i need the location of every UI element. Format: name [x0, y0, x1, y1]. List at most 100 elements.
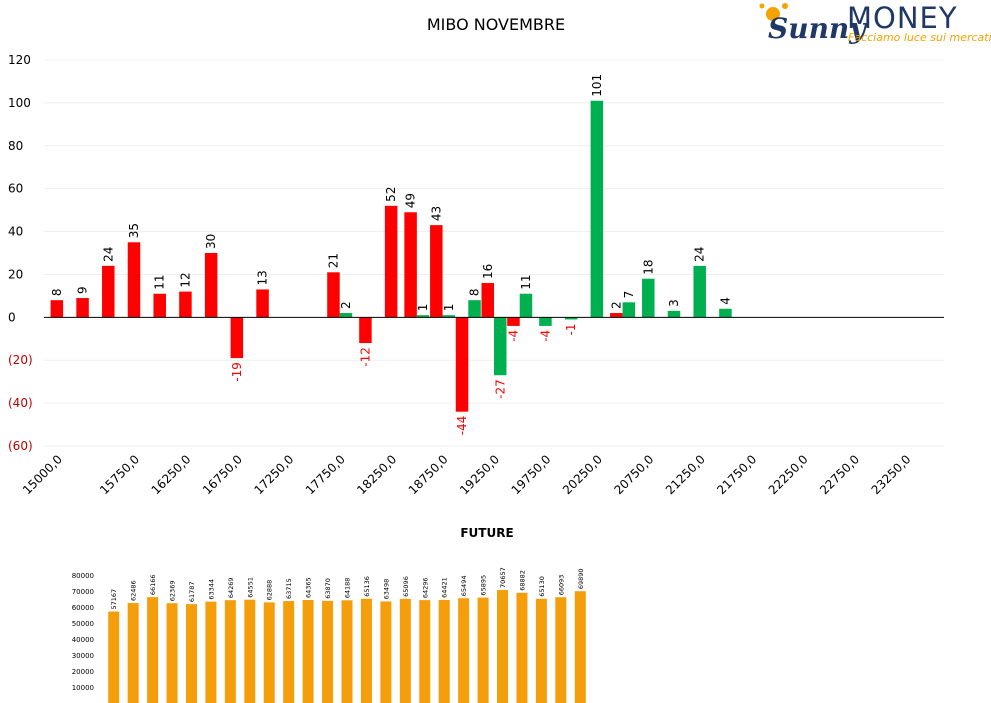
- data-label: 11: [519, 274, 533, 289]
- bar-19500,0-s1: [519, 293, 533, 318]
- logo-sunny-text: Sunny: [768, 12, 867, 45]
- future-bar: [302, 600, 314, 703]
- future-y-tick-label: 20000: [72, 668, 94, 676]
- data-label: 49: [404, 193, 418, 208]
- y-tick-label: 20: [8, 267, 23, 281]
- data-label: 16: [481, 264, 495, 279]
- future-bar: [108, 611, 120, 703]
- future-data-label: 66166: [149, 574, 157, 595]
- future-y-tick-label: 70000: [72, 588, 94, 596]
- future-bar: [205, 601, 217, 703]
- future-data-label: 64365: [305, 577, 313, 598]
- bar-19250,0-s1: [494, 317, 507, 376]
- bar-18750,0-s0: [430, 225, 443, 318]
- future-data-label: 63344: [207, 579, 215, 600]
- future-bar: [458, 598, 470, 703]
- bar-18750,0-s1: [442, 315, 456, 318]
- x-tick-label: 18250,0: [354, 452, 399, 497]
- sun-icon: [759, 3, 788, 21]
- sunny-money-logo: Sunny MONEY Facciamo luce sui mercati: [759, 1, 991, 45]
- future-bar: [127, 603, 139, 703]
- bar-19000,0-s1: [468, 300, 481, 318]
- future-data-label: 65494: [460, 576, 468, 597]
- x-tick-label: 19750,0: [509, 452, 554, 497]
- future-data-label: 64551: [246, 577, 254, 598]
- data-label: 43: [429, 206, 443, 221]
- bar-21500,0-s1: [719, 308, 732, 318]
- bar-17750,0-s0: [327, 272, 340, 318]
- bar-18500,0-s0: [404, 212, 417, 318]
- data-label: 12: [178, 272, 192, 287]
- main-chart-title: MIBO NOVEMBRE: [427, 15, 565, 34]
- x-tick-label: 17750,0: [303, 452, 348, 497]
- x-tick-label: 21250,0: [663, 452, 708, 497]
- future-bar: [438, 599, 450, 703]
- data-label: -27: [493, 379, 507, 399]
- future-y-tick-label: 40000: [72, 636, 94, 644]
- bar-15250,0-s0: [76, 298, 89, 318]
- x-tick-label: 17250,0: [251, 452, 296, 497]
- data-label: 7: [622, 291, 636, 299]
- data-label: 2: [339, 301, 353, 309]
- bar-19500,0-s0: [507, 317, 520, 326]
- data-label: 101: [590, 74, 604, 97]
- data-label: 4: [718, 297, 732, 305]
- y-tick-label: 100: [8, 96, 31, 110]
- data-label: 2: [609, 301, 623, 309]
- future-bar: [341, 600, 353, 703]
- bar-18250,0-s0: [384, 205, 398, 318]
- future-chart-bars: [108, 589, 586, 703]
- y-tick-label: 120: [8, 53, 31, 67]
- bar-15750,0-s0: [127, 242, 141, 318]
- future-data-label: 66093: [557, 575, 565, 596]
- bar-15500,0-s0: [102, 265, 115, 318]
- future-data-label: 64296: [421, 577, 429, 598]
- future-y-tick-label: 10000: [72, 684, 94, 692]
- future-y-tick-label: 80000: [72, 572, 94, 580]
- y-tick-label: 40: [8, 225, 23, 239]
- bar-20250,0-s1: [590, 100, 604, 318]
- logo-money-text: MONEY: [847, 1, 958, 35]
- bar-16500,0-s0: [204, 253, 218, 318]
- bar-18000,0-s0: [359, 317, 372, 344]
- future-chart-data-labels: 57167 62486 66166 62369 61787 63344 64269 64551…: [110, 567, 585, 609]
- bar-19000,0-s0: [455, 317, 469, 412]
- main-chart-y-axis: 120 100 80 60 40 20 0 (20) (40) (60): [8, 53, 33, 453]
- data-label: -44: [455, 416, 469, 436]
- bar-20500,0-s1: [622, 302, 636, 318]
- bar-19250,0-s0: [481, 283, 494, 318]
- future-bar: [399, 598, 411, 703]
- x-tick-label: 21750,0: [714, 452, 759, 497]
- y-tick-label: (40): [8, 396, 33, 410]
- data-label: -12: [358, 347, 372, 367]
- x-tick-label: 16250,0: [149, 452, 194, 497]
- future-bar: [477, 597, 489, 703]
- x-tick-label: 19250,0: [457, 452, 502, 497]
- x-tick-label: 15750,0: [97, 452, 142, 497]
- bar-18500,0-s1: [416, 315, 430, 318]
- x-tick-label: 22750,0: [817, 452, 862, 497]
- bar-15000,0-s0: [50, 300, 64, 318]
- data-label: 1: [442, 304, 456, 312]
- future-bar: [283, 601, 295, 703]
- data-label: 21: [326, 253, 340, 268]
- bar-21250,0-s1: [693, 265, 706, 318]
- future-data-label: 62369: [169, 581, 177, 602]
- bar-20500,0-s0: [610, 313, 623, 318]
- future-y-tick-label: 60000: [72, 604, 94, 612]
- future-data-label: 65895: [480, 575, 488, 596]
- data-label: 9: [76, 286, 90, 294]
- future-data-label: 65130: [538, 576, 546, 597]
- x-tick-label: 15000,0: [20, 452, 65, 497]
- x-tick-label: 16750,0: [200, 452, 245, 497]
- bar-16750,0-s0: [230, 317, 244, 359]
- future-data-label: 69890: [577, 568, 585, 589]
- future-bar: [166, 603, 178, 703]
- data-label: 24: [693, 247, 707, 262]
- future-bar: [147, 597, 159, 703]
- data-label: -1: [564, 323, 578, 335]
- y-tick-label: (60): [8, 439, 33, 453]
- bar-16250,0-s0: [179, 291, 192, 318]
- data-label: -19: [230, 362, 244, 382]
